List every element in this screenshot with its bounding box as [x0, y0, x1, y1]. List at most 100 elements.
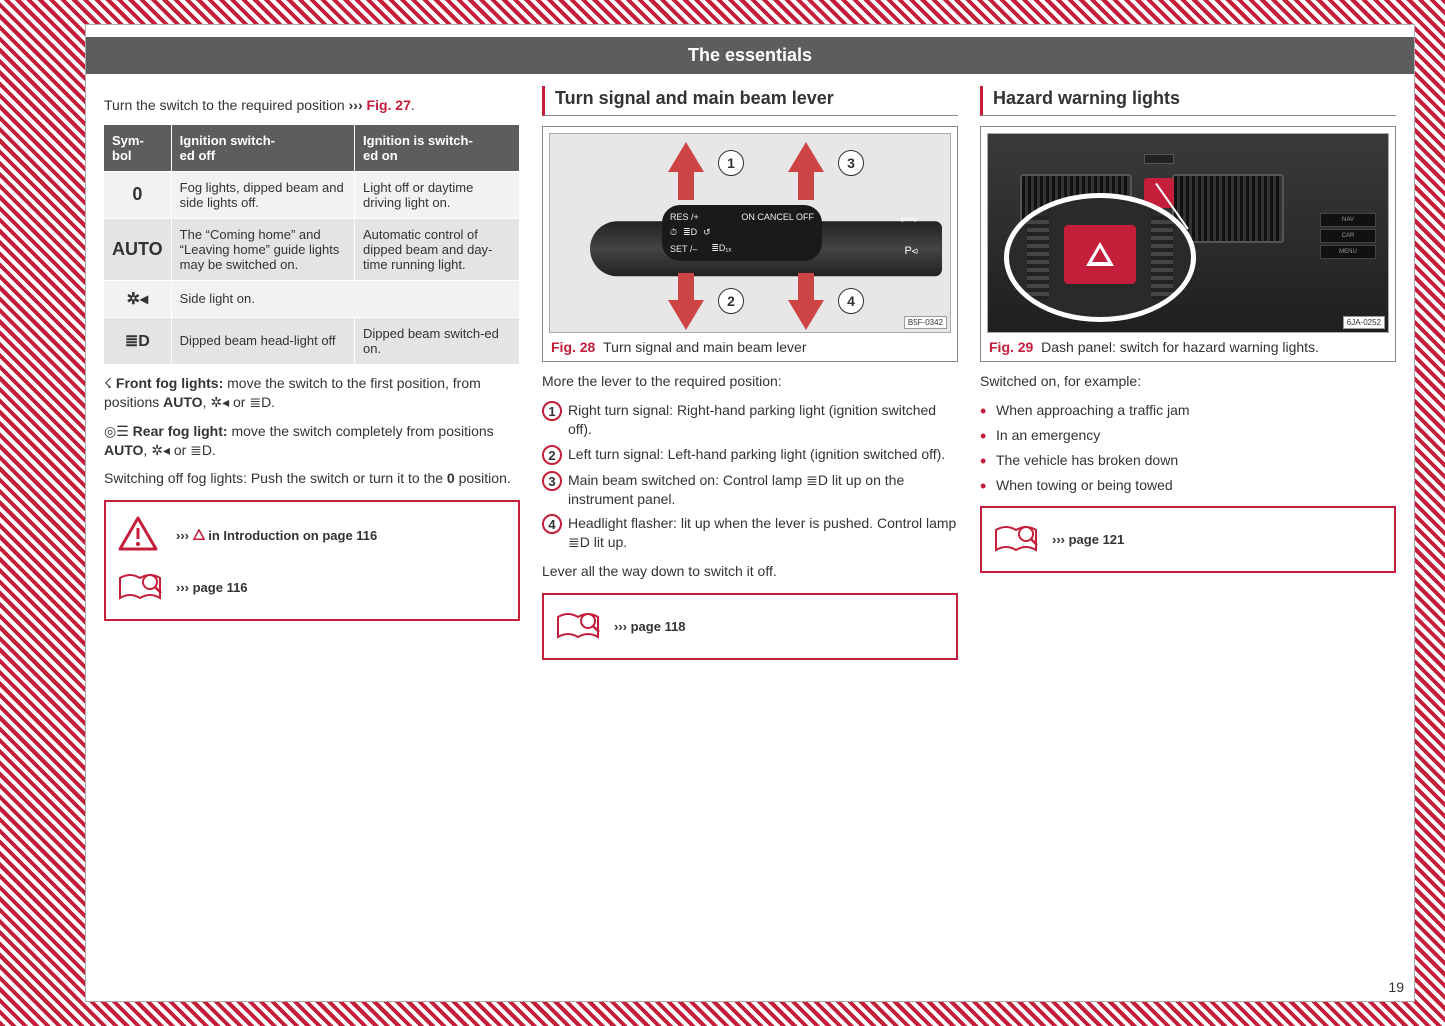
list-item: The vehicle has broken down — [980, 451, 1396, 470]
row1-off: The “Coming home” and “Leaving home” gui… — [171, 218, 354, 280]
item-2-text: Left turn signal: Left-hand parking ligh… — [568, 445, 945, 464]
arrow-3 — [788, 142, 824, 172]
zoom-leader — [988, 134, 1388, 332]
item-1-text: Right turn signal: Right-hand parking li… — [568, 401, 958, 439]
row3-on: Dipped beam switch-ed on. — [355, 317, 520, 364]
ref-row-warning: ››› in Introduction on page 116 — [118, 512, 506, 558]
col2-intro: More the lever to the required position: — [542, 372, 958, 391]
switch-off-text: Switching off fog lights: Push the switc… — [104, 470, 447, 486]
arrow-3-stem — [798, 170, 814, 200]
column-1: Turn the switch to the required position… — [104, 86, 520, 660]
list-item: 4Headlight flasher: lit up when the leve… — [542, 514, 958, 552]
row0-on: Light off or daytime driving light on. — [355, 171, 520, 218]
list-item: 3Main beam switched on: Control lamp ≣D … — [542, 471, 958, 509]
arrow-2 — [668, 300, 704, 330]
callout-1: 1 — [718, 150, 744, 176]
ref1-text: in Introduction on page 116 — [208, 528, 377, 543]
image-id-29: 6JA-0252 — [1343, 316, 1385, 329]
ref-text-2: ››› page 118 — [614, 619, 686, 634]
ref2-text: page 116 — [189, 580, 248, 595]
zero-pos: 0 — [447, 470, 455, 486]
sym-0: 0 — [104, 171, 171, 218]
arrow-1 — [668, 142, 704, 172]
callout-3: 3 — [838, 150, 864, 176]
rear-fog-text: move the switch completely from position… — [228, 423, 494, 439]
sym-dipped: ≣D — [104, 317, 171, 364]
column-3: Hazard warning lights NAV CAR MENU — [980, 86, 1396, 660]
th-ign-off: Ignition switch- ed off — [171, 125, 354, 172]
chev: ››› — [1052, 532, 1065, 547]
symbol-table: Sym- bol Ignition switch- ed off Ignitio… — [104, 125, 520, 364]
rear-fog-para: ◎☰ Rear fog light: move the switch compl… — [104, 422, 520, 460]
table-row: ≣D Dipped beam head-light off Dipped bea… — [104, 317, 520, 364]
ref-row-book-2: ››› page 118 — [556, 605, 944, 648]
panel-cancel: ON CANCEL OFF — [741, 212, 814, 222]
reference-box-1: ››› in Introduction on page 116 — [104, 500, 520, 621]
arrow-4 — [788, 300, 824, 330]
arrow-2-stem — [678, 273, 694, 303]
panel-row-2: ⏱≣D↺ — [670, 227, 814, 238]
switch-off-para: Switching off fog lights: Push the switc… — [104, 469, 520, 488]
rear-fog-tail: , ✲◂ or ≣D. — [143, 442, 216, 458]
ref-2-text: page 118 — [627, 619, 686, 634]
fig-29-text: Dash panel: switch for hazard warning li… — [1041, 339, 1319, 355]
th-ign-on: Ignition is switch- ed on — [355, 125, 520, 172]
num-2: 2 — [542, 445, 562, 465]
book-icon — [994, 522, 1034, 557]
bullet-list: When approaching a traffic jam In an eme… — [980, 401, 1396, 495]
figure-29-image: NAV CAR MENU 6JA-0252 — [987, 133, 1389, 333]
reference-box-2: ››› page 118 — [542, 593, 958, 660]
item-3-text: Main beam switched on: Control lamp ≣D l… — [568, 471, 958, 509]
ref-3-text: page 121 — [1065, 532, 1124, 547]
numbered-list: 1Right turn signal: Right-hand parking l… — [542, 401, 958, 552]
sym-auto-text: AUTO — [112, 239, 163, 259]
chev: ››› — [176, 580, 189, 595]
turn-glyph: ⇦⇨ — [900, 213, 918, 226]
page-number: 19 — [1388, 979, 1404, 995]
list-item: 1Right turn signal: Right-hand parking l… — [542, 401, 958, 439]
th-symbol: Sym- bol — [104, 125, 171, 172]
figure-28-box: RES /+ ON CANCEL OFF ⏱≣D↺ SET /– ≣D₁ₓ — [542, 126, 958, 362]
bullet-3: The vehicle has broken down — [996, 452, 1178, 468]
list-item: When towing or being towed — [980, 476, 1396, 495]
ref-warning-text: ››› in Introduction on page 116 — [176, 528, 377, 543]
front-fog-label: Front fog lights: — [116, 375, 223, 391]
panel-res: RES /+ — [670, 212, 699, 222]
sym-auto: AUTO — [104, 218, 171, 280]
sym-0-text: 0 — [132, 184, 142, 204]
col2-outro: Lever all the way down to switch it off. — [542, 562, 958, 581]
front-fog-tail: , ✲◂ or ≣D. — [203, 394, 276, 410]
fig-reference: Fig. 27 — [367, 97, 411, 113]
fig-29-label: Fig. 29 — [989, 339, 1033, 355]
rear-fog-icon: ◎☰ — [104, 423, 129, 439]
bullet-2: In an emergency — [996, 427, 1100, 443]
col1-intro: Turn the switch to the required position… — [104, 96, 520, 115]
arrow-4-stem — [798, 273, 814, 303]
row2-span: Side light on. — [171, 280, 519, 317]
sym-sidelight: ✲◂ — [104, 280, 171, 317]
row1-on: Automatic control of dipped beam and day… — [355, 218, 520, 280]
auto-inline: AUTO — [163, 394, 202, 410]
intro-text: Turn the switch to the required position — [104, 97, 349, 113]
bullet-4: When towing or being towed — [996, 477, 1173, 493]
fig-28-text: Turn signal and main beam lever — [603, 339, 806, 355]
callout-4: 4 — [838, 288, 864, 314]
rear-fog-label: Rear fog light: — [133, 423, 228, 439]
section-title-turn-signal: Turn signal and main beam lever — [542, 86, 958, 116]
figure-29-caption: Fig. 29 Dash panel: switch for hazard wa… — [987, 333, 1389, 355]
columns: Turn the switch to the required position… — [104, 86, 1396, 660]
figure-28-caption: Fig. 28 Turn signal and main beam lever — [549, 333, 951, 355]
list-item: In an emergency — [980, 426, 1396, 445]
list-item: 2 Left turn signal: Left-hand parking lig… — [542, 445, 958, 465]
item-4-text: Headlight flasher: lit up when the lever… — [568, 514, 958, 552]
callout-2: 2 — [718, 288, 744, 314]
switch-off-tail: position. — [455, 470, 511, 486]
col3-intro: Switched on, for example: — [980, 372, 1396, 391]
ref-text-3: ››› page 121 — [1052, 532, 1124, 547]
list-item: When approaching a traffic jam — [980, 401, 1396, 420]
fig-28-label: Fig. 28 — [551, 339, 595, 355]
chev: ››› — [614, 619, 627, 634]
arrow-1-stem — [678, 170, 694, 200]
chevron: ››› — [349, 97, 363, 113]
chev: ››› — [176, 528, 189, 543]
